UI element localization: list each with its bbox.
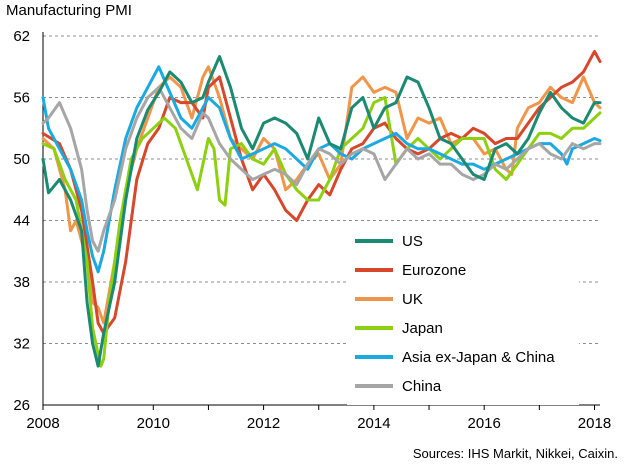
legend-label: Eurozone — [402, 262, 466, 279]
y-tick-label: 62 — [13, 28, 30, 45]
y-axis-ticks: 26 32 38 44 50 56 62 — [13, 28, 30, 414]
x-tick-label: 2008 — [26, 415, 59, 432]
series-line-china — [41, 85, 602, 253]
legend-label: China — [402, 378, 442, 395]
y-tick-label: 50 — [13, 151, 30, 168]
y-tick-label: 26 — [13, 397, 30, 414]
series-line-asia-ex-japan-china — [41, 65, 602, 274]
x-axis: 2008 2010 2012 2014 2016 2018 — [26, 32, 611, 432]
x-tick-label: 2018 — [578, 415, 611, 432]
x-tick-label: 2016 — [468, 415, 501, 432]
legend-label: Asia ex-Japan & China — [402, 349, 555, 366]
series-line-eurozone — [41, 49, 602, 335]
legend-background — [347, 227, 579, 405]
series-lines — [41, 49, 602, 368]
legend-label: Japan — [402, 320, 443, 337]
series-line-us — [41, 55, 602, 368]
y-tick-label: 56 — [13, 90, 30, 107]
x-tick-label: 2014 — [357, 415, 390, 432]
legend-label: US — [402, 233, 423, 250]
x-tick-label: 2012 — [247, 415, 280, 432]
y-tick-label: 32 — [13, 336, 30, 353]
y-tick-label: 44 — [13, 213, 30, 230]
source-note: Sources: IHS Markit, Nikkei, Caixin. — [412, 446, 618, 461]
x-tick-label: 2010 — [137, 415, 170, 432]
y-tick-label: 38 — [13, 274, 30, 291]
legend-label: UK — [402, 291, 423, 308]
legend: US Eurozone UK Japan Asia ex-Japan & China Ch… — [347, 227, 579, 405]
series-line-japan — [41, 96, 602, 368]
chart-title: Manufacturing PMI — [6, 2, 132, 19]
